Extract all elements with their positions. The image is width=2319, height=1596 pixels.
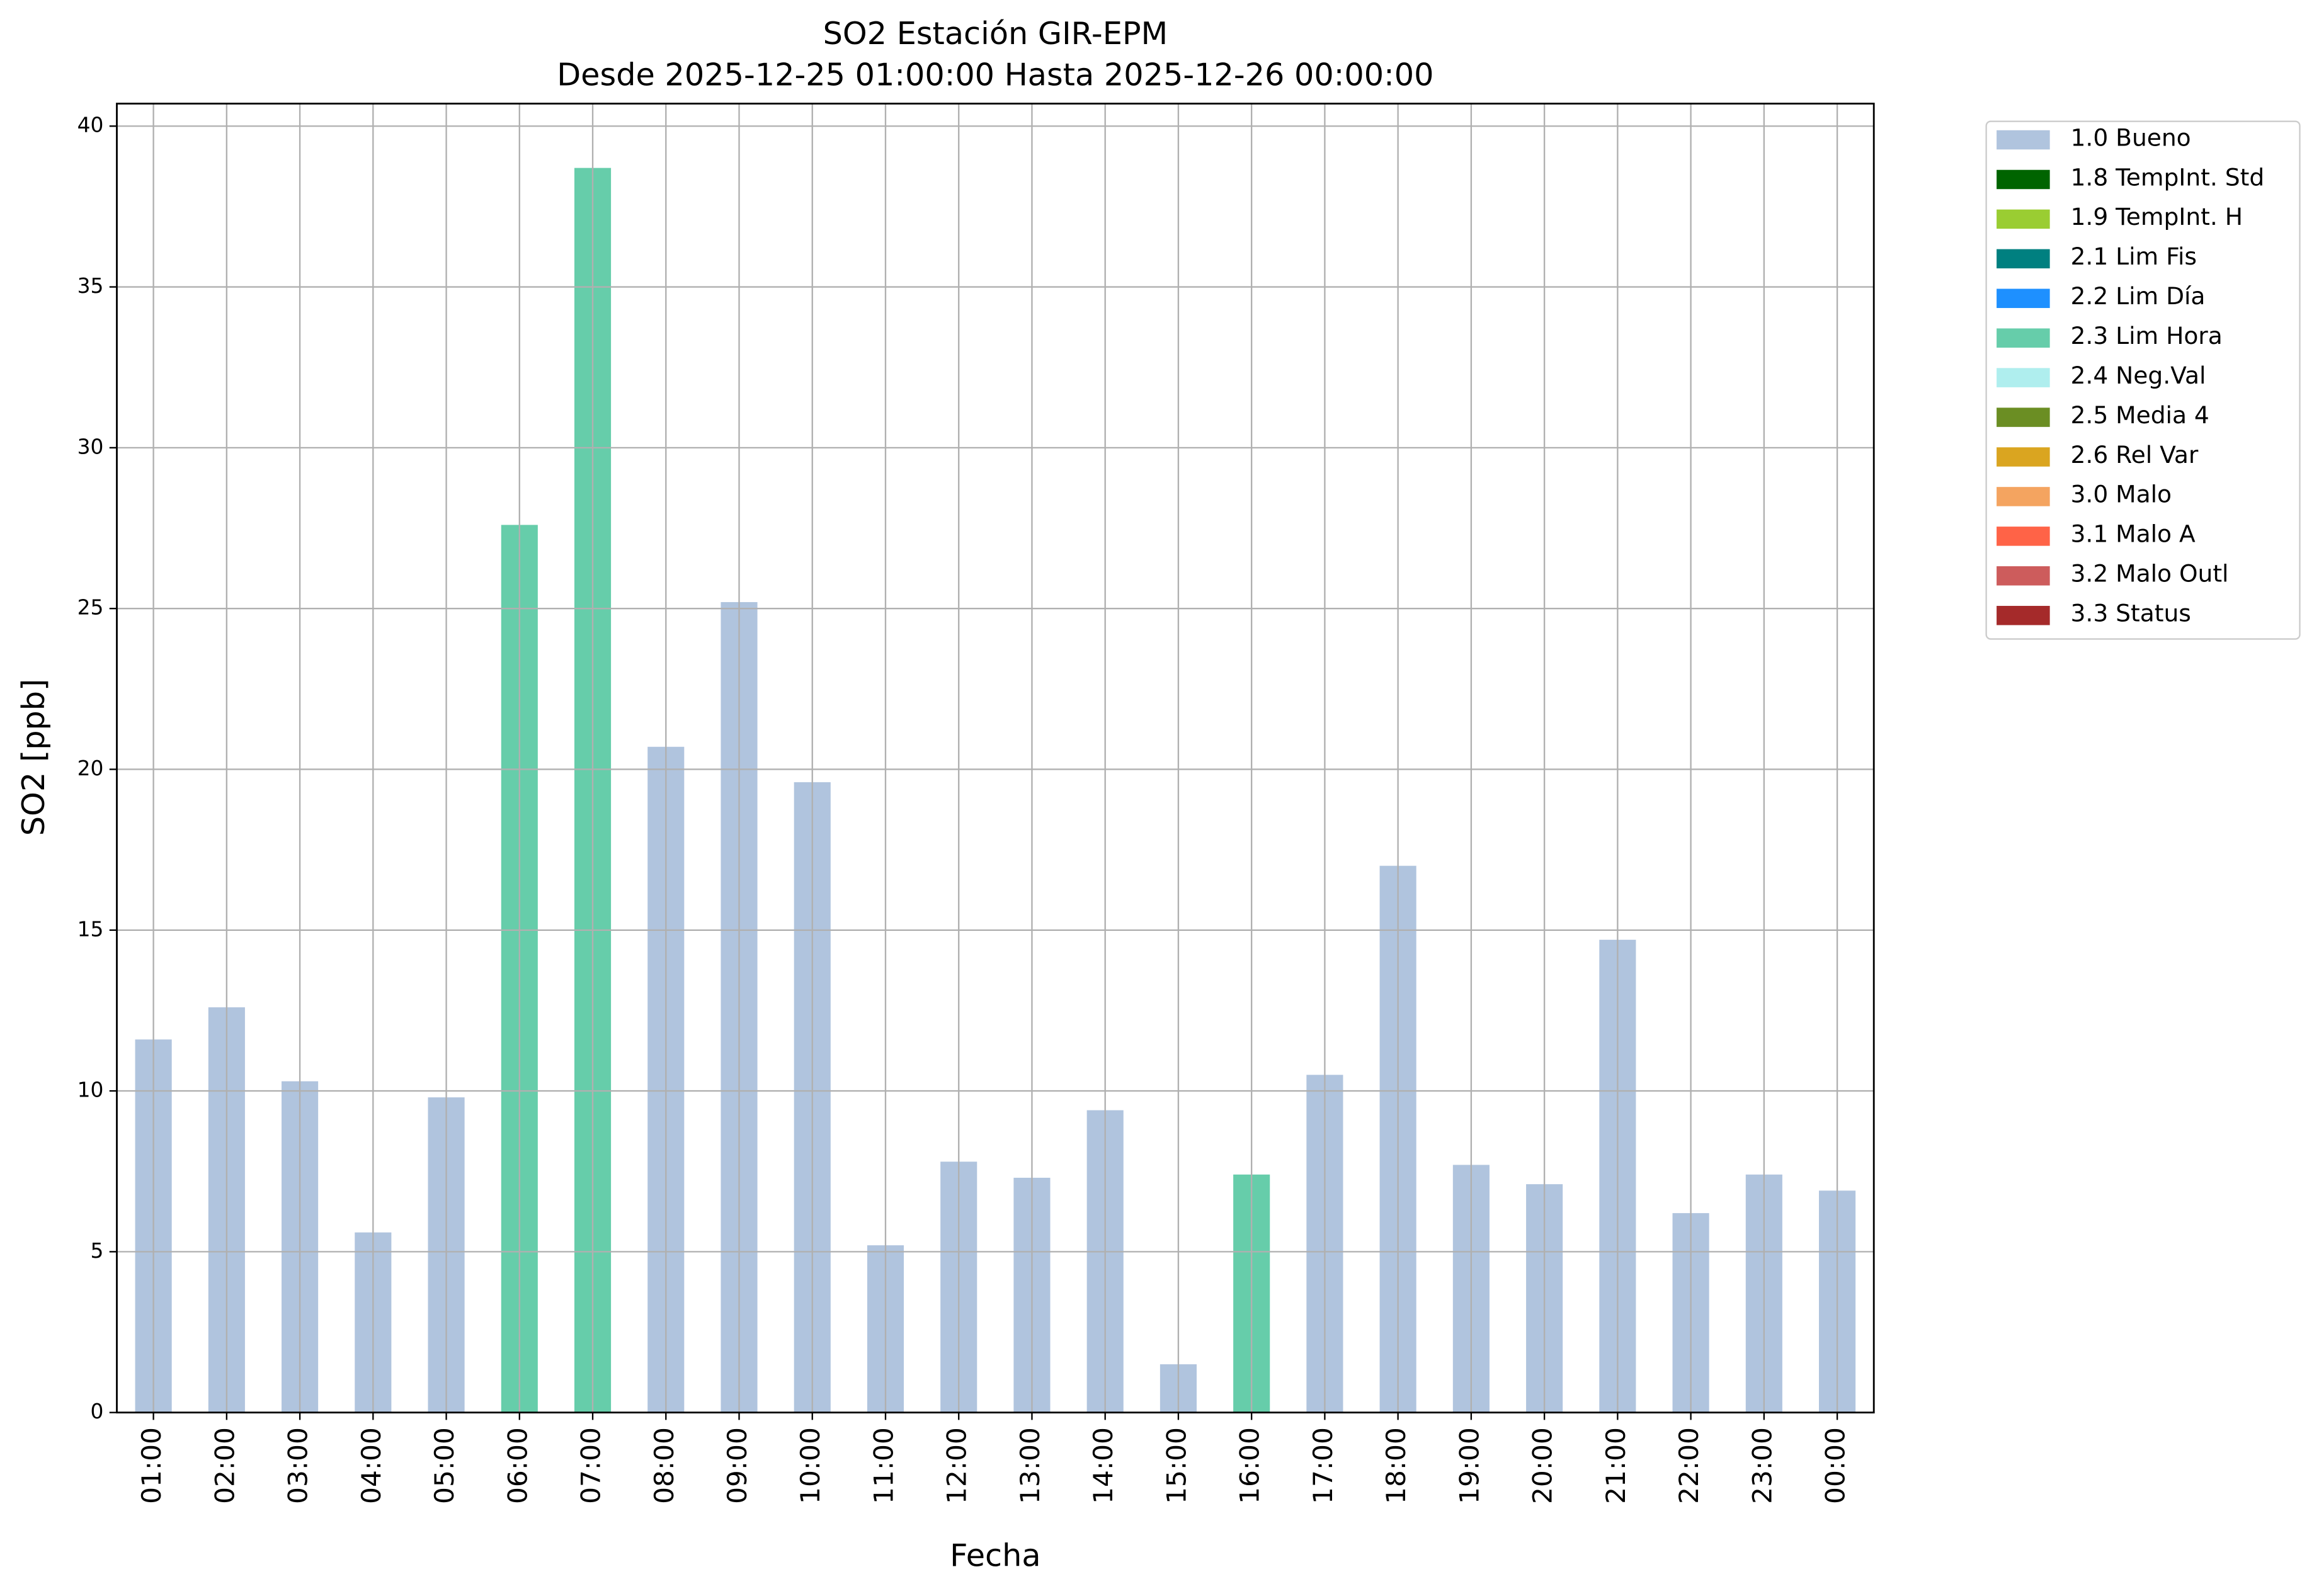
- legend-swatch: [1997, 408, 2050, 427]
- legend-label: 2.2 Lim Día: [2071, 282, 2206, 310]
- grid: [117, 103, 1874, 1413]
- x-tick-label: 02:00: [209, 1427, 240, 1504]
- x-tick-label: 06:00: [502, 1427, 533, 1504]
- x-tick-label: 17:00: [1308, 1427, 1338, 1504]
- legend-label: 2.3 Lim Hora: [2071, 322, 2223, 350]
- legend-label: 2.4 Neg.Val: [2071, 362, 2206, 389]
- x-tick-label: 14:00: [1088, 1427, 1119, 1504]
- legend-swatch: [1997, 249, 2050, 269]
- legend-label: 3.1 Malo A: [2071, 520, 2196, 548]
- x-tick-label: 20:00: [1527, 1427, 1558, 1504]
- legend-label: 3.3 Status: [2071, 600, 2191, 627]
- y-tick-label: 15: [77, 916, 104, 941]
- x-tick-label: 03:00: [283, 1427, 314, 1504]
- y-tick-label: 30: [77, 434, 104, 459]
- y-tick-label: 40: [77, 113, 104, 137]
- legend-swatch: [1997, 605, 2050, 625]
- x-tick-label: 23:00: [1746, 1427, 1777, 1504]
- y-tick-label: 5: [90, 1238, 103, 1263]
- legend-label: 3.0 Malo: [2071, 481, 2172, 508]
- x-tick-label: 01:00: [136, 1427, 167, 1504]
- legend-swatch: [1997, 368, 2050, 387]
- legend-swatch: [1997, 130, 2050, 150]
- y-axis-label: SO2 [ppb]: [15, 679, 52, 836]
- x-tick-label: 12:00: [942, 1427, 972, 1504]
- plot-frame: [116, 103, 1875, 1414]
- x-tick-label: 22:00: [1673, 1427, 1704, 1504]
- legend-swatch: [1997, 328, 2050, 348]
- legend-swatch: [1997, 209, 2050, 229]
- x-tick-label: 11:00: [868, 1427, 899, 1504]
- y-tick-label: 0: [90, 1399, 103, 1423]
- x-tick-label: 04:00: [356, 1427, 387, 1504]
- legend-swatch: [1997, 566, 2050, 586]
- legend-swatch: [1997, 447, 2050, 467]
- legend-label: 2.5 Media 4: [2071, 401, 2209, 429]
- x-tick-label: 21:00: [1600, 1427, 1631, 1504]
- x-tick-label: 16:00: [1234, 1427, 1265, 1504]
- x-tick-label: 05:00: [429, 1427, 460, 1504]
- x-tick-label: 13:00: [1015, 1427, 1046, 1504]
- legend-swatch: [1997, 527, 2050, 546]
- x-tick-label: 19:00: [1454, 1427, 1484, 1504]
- legend-label: 2.6 Rel Var: [2071, 441, 2199, 469]
- x-tick-label: 08:00: [649, 1427, 680, 1504]
- y-tick-label: 25: [77, 595, 104, 620]
- axes: 0 5 10 15 20 25 30 35 40 01:00 02:00 03:00 04:00 05:0…: [77, 113, 1851, 1504]
- x-tick-label: 15:00: [1161, 1427, 1192, 1504]
- chart-title: SO2 Estación GIR-EPM: [823, 15, 1168, 52]
- x-axis-label: Fecha: [950, 1537, 1041, 1573]
- legend-swatch: [1997, 169, 2050, 190]
- legend-label: 1.8 TempInt. Std: [2071, 163, 2265, 191]
- x-tick-label: 09:00: [722, 1427, 753, 1504]
- x-tick-label: 18:00: [1381, 1427, 1411, 1504]
- legend-label: 2.1 Lim Fis: [2071, 242, 2197, 270]
- y-tick-label: 20: [77, 756, 104, 780]
- legend-swatch: [1997, 288, 2050, 309]
- x-tick-label: 07:00: [576, 1427, 607, 1504]
- legend-swatch: [1997, 487, 2050, 506]
- x-tick-label: 00:00: [1820, 1427, 1851, 1504]
- x-tick-label: 10:00: [795, 1427, 826, 1504]
- y-tick-label: 35: [77, 273, 104, 298]
- legend-box: [1985, 120, 2301, 640]
- y-tick-label: 10: [77, 1078, 104, 1102]
- legend-label: 3.2 Malo Outl: [2071, 560, 2229, 588]
- chart-subtitle: Desde 2025-12-25 01:00:00 Hasta 2025-12-…: [557, 57, 1433, 93]
- legend-label: 1.0 Bueno: [2071, 123, 2191, 151]
- legend-label: 1.9 TempInt. H: [2071, 203, 2243, 231]
- legend: 1.0 Bueno 1.8 TempInt. Std 1.9 TempInt. H 2…: [1997, 123, 2264, 627]
